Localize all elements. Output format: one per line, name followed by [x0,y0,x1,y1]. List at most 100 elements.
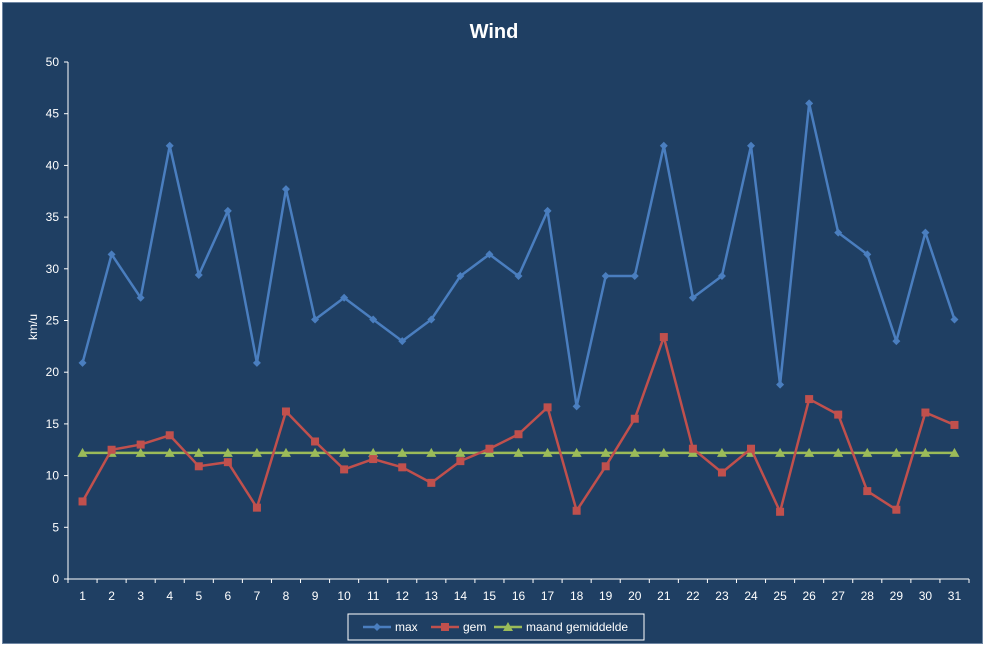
max-point [892,337,901,346]
x-tick-label: 3 [137,589,144,603]
gem-point [572,506,581,515]
gem-point [311,437,320,446]
y-axis-title: km/u [26,314,40,340]
y-tick-label: 15 [46,417,60,431]
maand-gemiddelde-point [280,447,291,457]
gem-point [659,333,668,342]
x-tick-label: 4 [166,589,173,603]
maand-gemiddelde-point [716,447,727,457]
gem-point [194,462,203,471]
maand-gemiddelde-point [397,447,408,457]
max-line [81,102,956,408]
legend-marker-gem [441,623,449,631]
legend: max gem maand gemiddelde [347,613,645,641]
legend-label-maand-gemiddelde: maand gemiddelde [526,620,628,634]
maand-gemiddelde-point [542,447,553,457]
x-tick-label: 8 [283,589,290,603]
maand-gemiddelde-point [164,447,175,457]
x-tick-label: 11 [367,589,380,603]
gem-point [281,407,290,416]
maand-gemiddelde-point [658,447,669,457]
max-point [165,141,174,150]
gem-point [747,444,756,453]
max-point [514,272,523,281]
gem-point [688,444,697,453]
max-point [717,272,726,281]
gem-point [427,478,436,487]
x-tick-label: 1 [79,589,86,603]
gem-point [78,497,87,506]
maand-gemiddelde-point [949,447,960,457]
series-maand-gemiddelde [77,447,960,457]
gem-point [514,430,523,439]
max-point [572,402,581,411]
x-tick-label: 6 [225,589,232,603]
gem-point [369,455,378,464]
maand-gemiddelde-point [833,447,844,457]
x-tick-label: 14 [454,589,468,603]
legend-marker-maand-gemiddelde [503,622,513,631]
maand-gemiddelde-point [77,447,88,457]
maand-gemiddelde-point [571,447,582,457]
x-tick-label: 30 [919,589,933,603]
x-tick-label: 23 [715,589,729,603]
gem-point [630,414,639,423]
max-point [136,293,145,302]
y-tick-label: 10 [46,469,60,483]
x-tick-label: 12 [396,589,410,603]
gem-point [165,431,174,440]
x-tick-label: 25 [773,589,787,603]
maand-gemiddelde-point [426,447,437,457]
y-tick-label: 35 [46,210,60,224]
max-point [78,358,87,367]
max-point [805,99,814,108]
maand-gemiddelde-point [804,447,815,457]
max-point [543,206,552,215]
max-point [950,315,959,324]
maand-gemiddelde-point [368,447,379,457]
maand-gemiddelde-point [775,447,786,457]
gem-line [81,335,955,514]
x-tick-label: 22 [686,589,700,603]
max-point [398,337,407,346]
y-tick-label: 40 [46,158,60,172]
gem-point [543,403,552,412]
x-tick-label: 7 [254,589,261,603]
x-tick-label: 24 [744,589,758,603]
gem-point [717,468,726,477]
max-point [194,271,203,280]
x-tick-label: 29 [890,589,904,603]
x-tick-label: 10 [337,589,351,603]
maand-gemiddelde-point [339,447,350,457]
x-tick-label: 17 [541,589,555,603]
maand-gemiddelde-point [455,447,466,457]
gem-point [834,410,843,419]
gem-point [950,420,959,429]
y-tick-label: 20 [46,365,60,379]
x-tick-label: 13 [425,589,439,603]
maand-gemiddelde-point [193,447,204,457]
max-point [427,315,436,324]
series-group [77,99,960,516]
maand-gemiddelde-point [513,447,524,457]
maand-gemiddelde-point [310,447,321,457]
max-point [688,293,697,302]
gem-point [485,444,494,453]
max-point [252,358,261,367]
legend-box [347,613,645,641]
maand-gemiddelde-point [629,447,640,457]
maand-gemiddelde-point [251,447,262,457]
max-point [747,141,756,150]
x-tick-label: 26 [802,589,816,603]
max-point [659,141,668,150]
gem-point [805,395,814,404]
max-point [601,272,610,281]
max-point [485,250,494,259]
max-point [456,272,465,281]
maand-gemiddelde-point [862,447,873,457]
x-tick-label: 15 [483,589,497,603]
gem-point [601,462,610,471]
y-tick-label: 30 [46,262,60,276]
legend-marker-max [373,623,381,631]
